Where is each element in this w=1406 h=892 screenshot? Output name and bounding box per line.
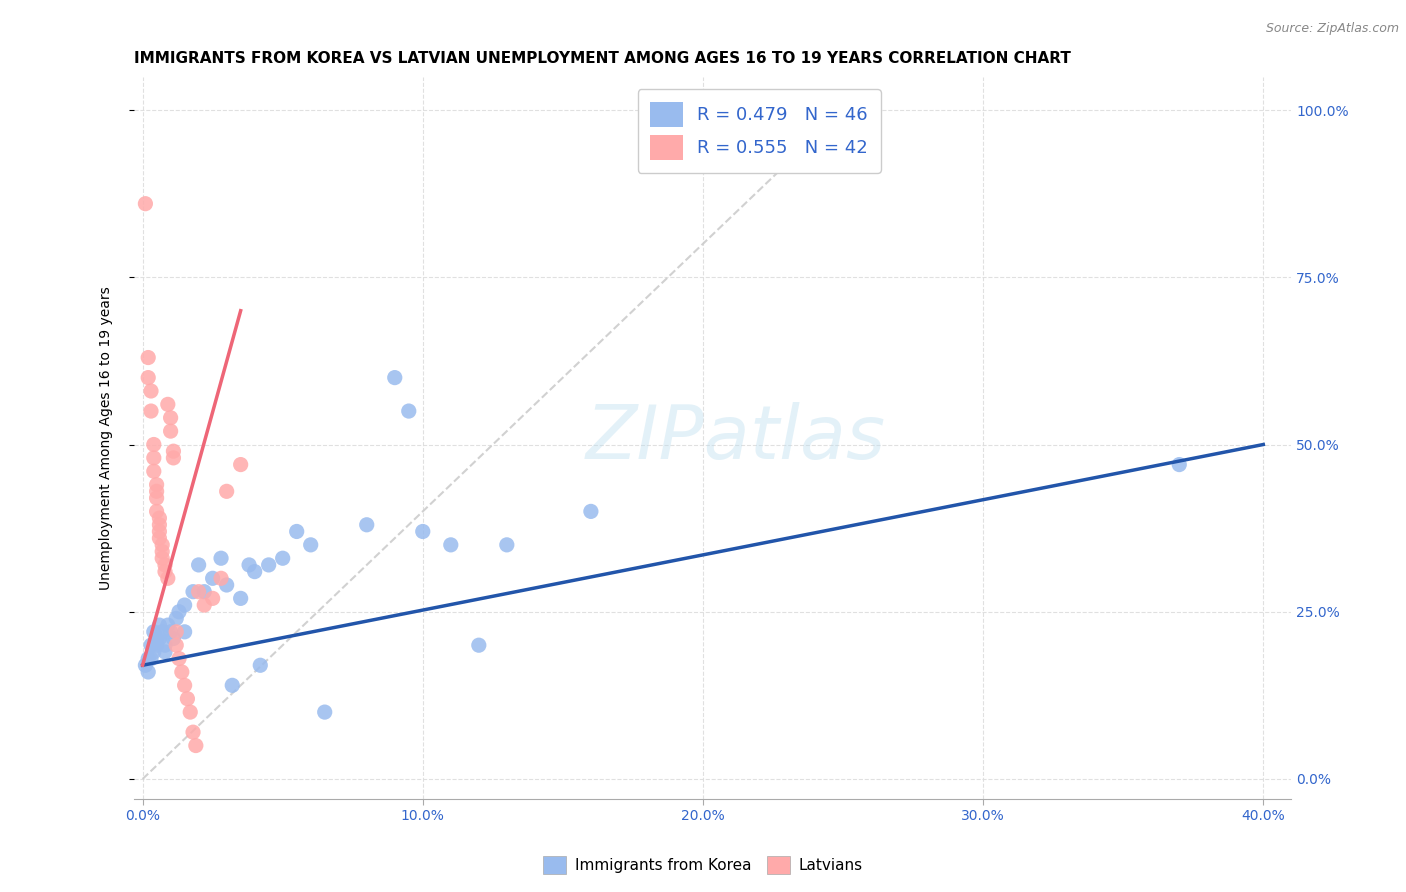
Y-axis label: Unemployment Among Ages 16 to 19 years: Unemployment Among Ages 16 to 19 years [100, 286, 114, 590]
Point [162, 450, 184, 465]
Point [139, 384, 162, 398]
Point [150, 551, 173, 566]
Point [384, 370, 406, 384]
Point [440, 538, 463, 552]
Point [173, 678, 195, 692]
Text: ZIPatlas: ZIPatlas [586, 401, 886, 474]
Point [148, 618, 170, 632]
Point [165, 638, 187, 652]
Point [468, 638, 491, 652]
Point [148, 524, 170, 539]
Point [145, 638, 167, 652]
Point [139, 651, 162, 665]
Point [148, 632, 170, 646]
Point [153, 558, 176, 572]
Point [159, 410, 181, 425]
Point [249, 658, 271, 673]
Point [314, 705, 336, 719]
Point [156, 571, 179, 585]
Point [173, 624, 195, 639]
Point [148, 517, 170, 532]
Point [201, 571, 224, 585]
Point [412, 524, 434, 539]
Point [184, 739, 207, 753]
Legend: R = 0.479   N = 46, R = 0.555   N = 42: R = 0.479 N = 46, R = 0.555 N = 42 [637, 89, 880, 173]
Point [139, 638, 162, 652]
Point [142, 645, 165, 659]
Point [238, 558, 260, 572]
Point [148, 531, 170, 545]
Point [148, 511, 170, 525]
Point [215, 484, 238, 499]
Point [145, 484, 167, 499]
Point [179, 705, 201, 719]
Point [162, 444, 184, 458]
Point [176, 691, 198, 706]
Point [153, 645, 176, 659]
Point [145, 477, 167, 491]
Point [136, 351, 159, 365]
Point [142, 464, 165, 478]
Point [139, 404, 162, 418]
Point [134, 196, 156, 211]
Point [153, 565, 176, 579]
Point [145, 632, 167, 646]
Text: Source: ZipAtlas.com: Source: ZipAtlas.com [1265, 22, 1399, 36]
Point [142, 450, 165, 465]
Point [187, 558, 209, 572]
Point [243, 565, 266, 579]
Point [181, 584, 204, 599]
Point [162, 632, 184, 646]
Point [181, 725, 204, 739]
Point [156, 618, 179, 632]
Point [201, 591, 224, 606]
Point [142, 437, 165, 451]
Point [150, 538, 173, 552]
Point [215, 578, 238, 592]
Point [153, 638, 176, 652]
Point [159, 424, 181, 438]
Point [285, 524, 308, 539]
Point [187, 584, 209, 599]
Point [136, 651, 159, 665]
Point [134, 658, 156, 673]
Point [209, 571, 232, 585]
Point [398, 404, 420, 418]
Point [356, 517, 378, 532]
Point [136, 370, 159, 384]
Point [173, 598, 195, 612]
Point [159, 624, 181, 639]
Text: IMMIGRANTS FROM KOREA VS LATVIAN UNEMPLOYMENT AMONG AGES 16 TO 19 YEARS CORRELAT: IMMIGRANTS FROM KOREA VS LATVIAN UNEMPLO… [134, 51, 1071, 66]
Point [150, 624, 173, 639]
Point [193, 598, 215, 612]
Point [271, 551, 294, 566]
Point [142, 624, 165, 639]
Point [150, 544, 173, 558]
Legend: Immigrants from Korea, Latvians: Immigrants from Korea, Latvians [537, 850, 869, 880]
Point [229, 458, 252, 472]
Point [170, 665, 193, 679]
Point [299, 538, 322, 552]
Point [1168, 458, 1191, 472]
Point [145, 504, 167, 518]
Point [165, 611, 187, 625]
Point [229, 591, 252, 606]
Point [136, 665, 159, 679]
Point [579, 504, 602, 518]
Point [165, 624, 187, 639]
Point [167, 605, 190, 619]
Point [257, 558, 280, 572]
Point [209, 551, 232, 566]
Point [221, 678, 243, 692]
Point [156, 397, 179, 411]
Point [145, 491, 167, 505]
Point [495, 538, 517, 552]
Point [193, 584, 215, 599]
Point [167, 651, 190, 665]
